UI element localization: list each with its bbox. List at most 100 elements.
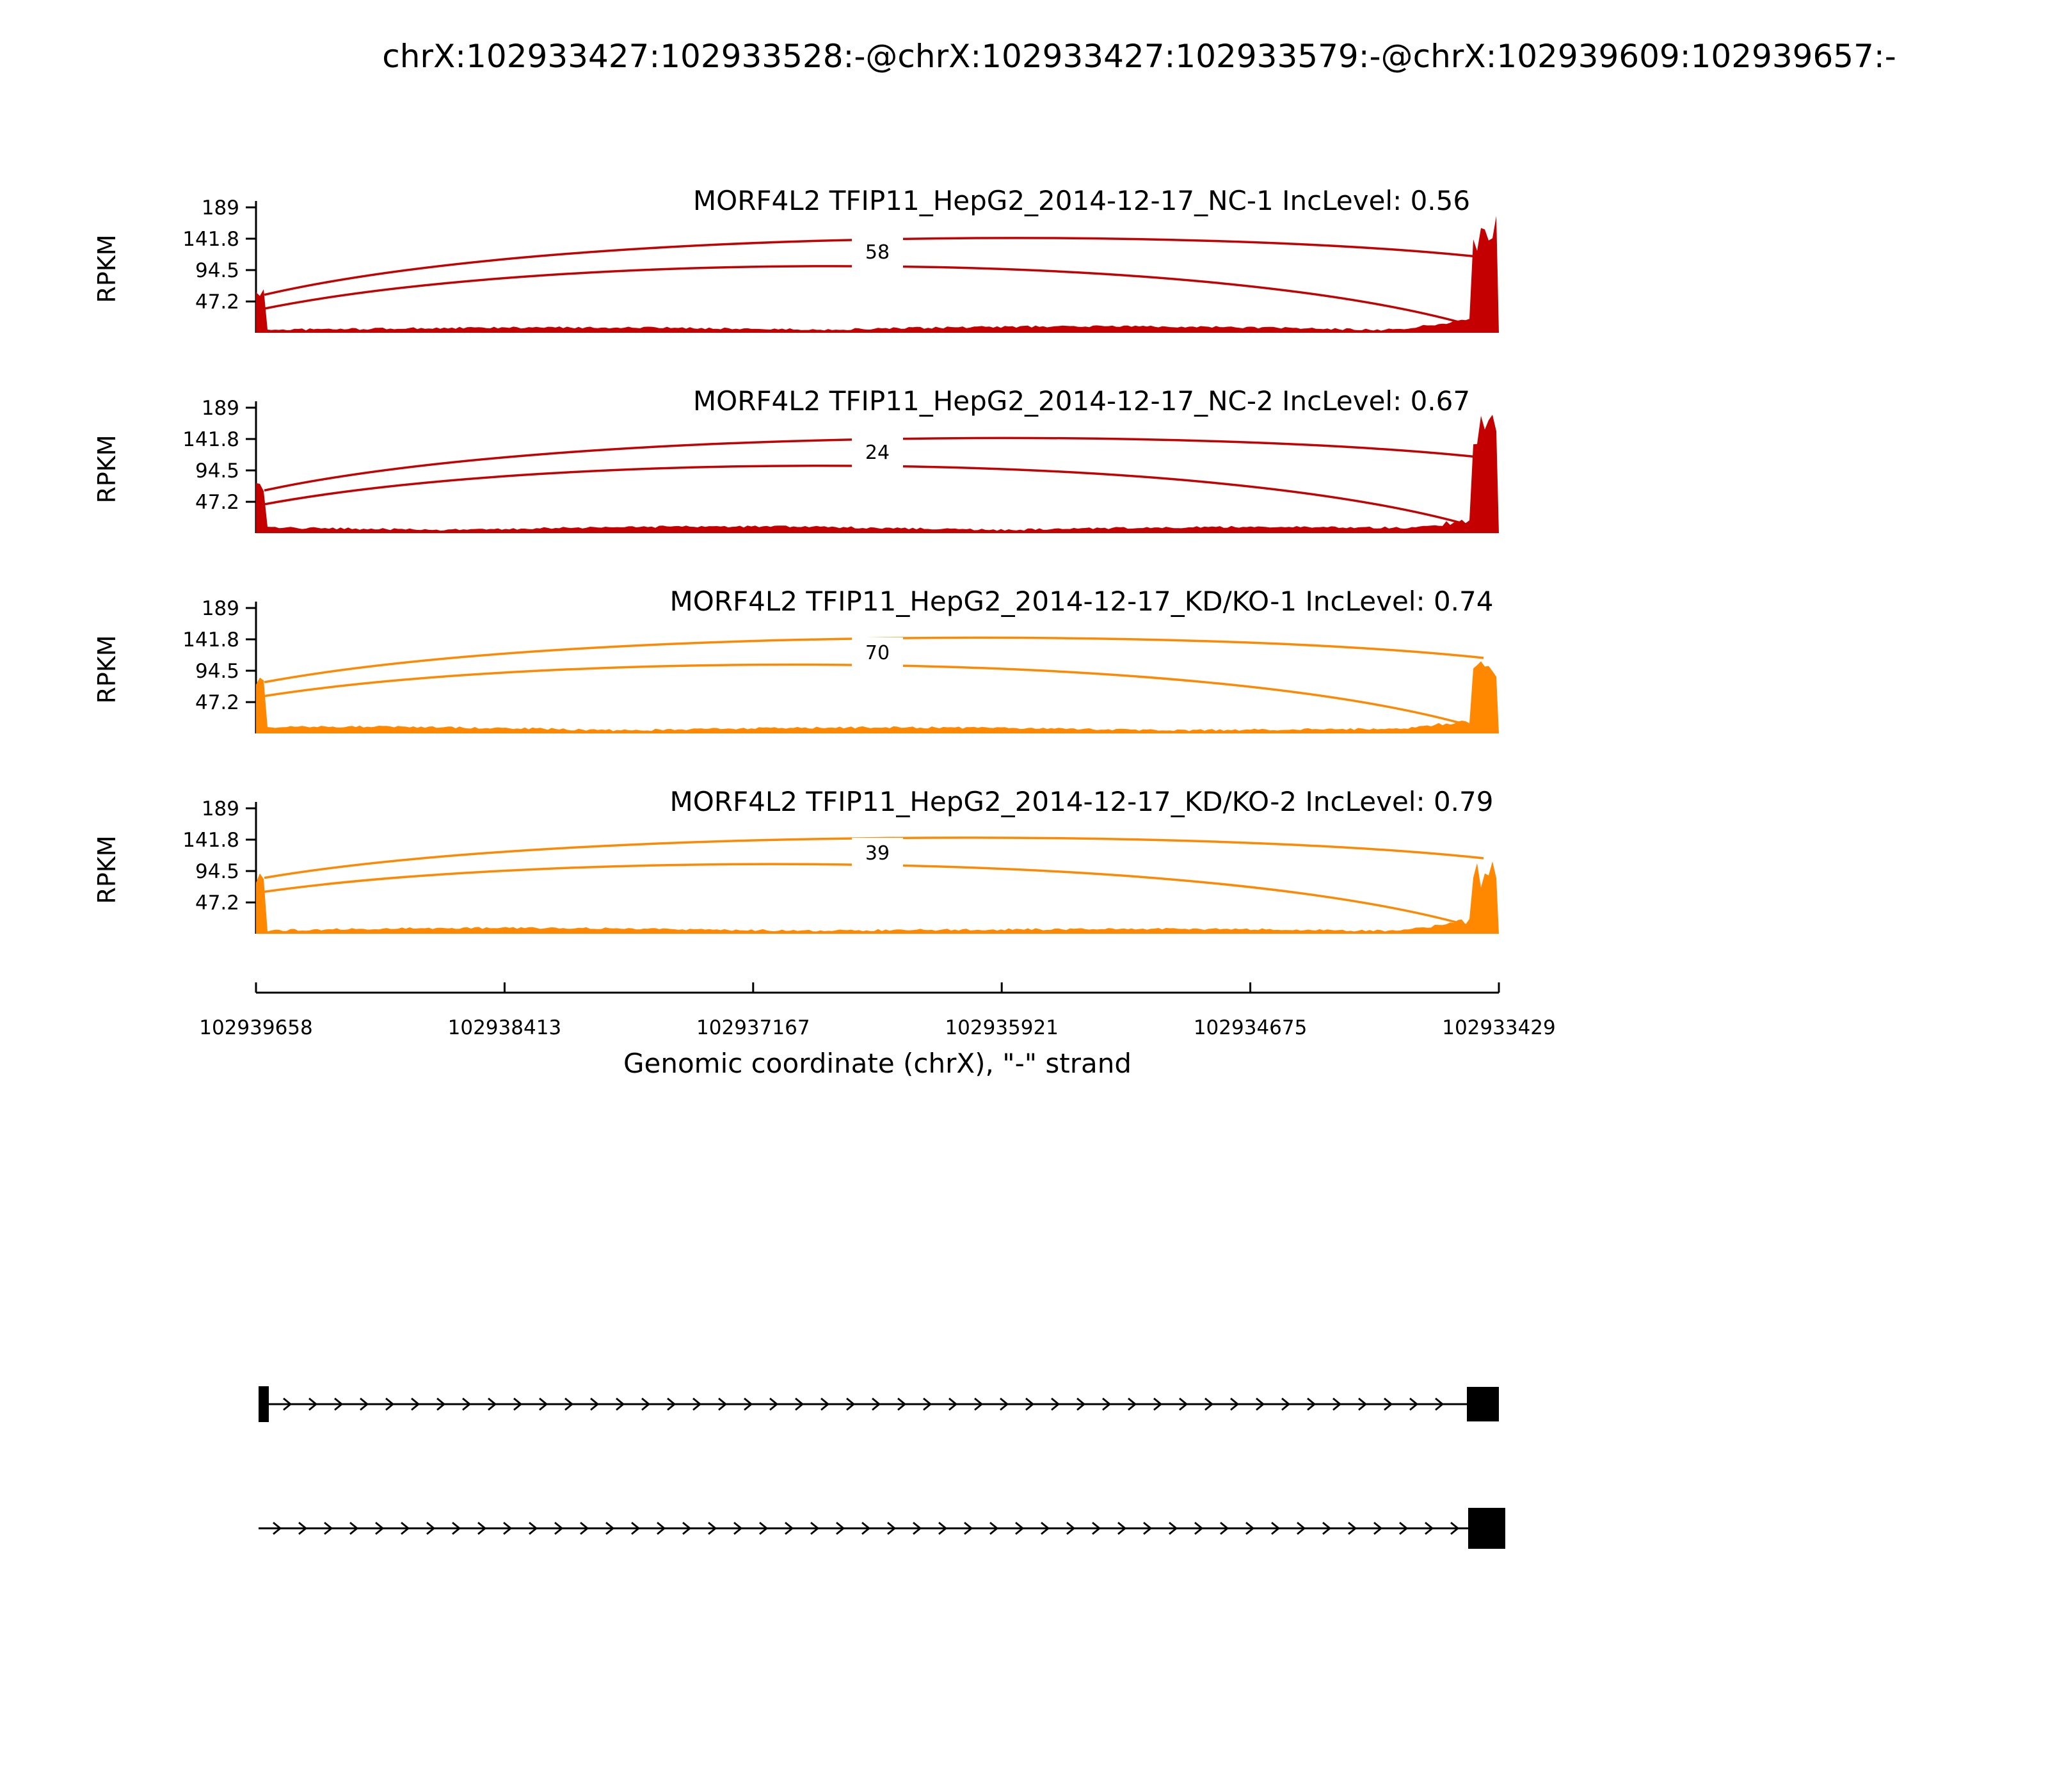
track-title: MORF4L2 TFIP11_HepG2_2014-12-17_KD/KO-1 … [670, 586, 1494, 617]
isoform-layer [259, 1386, 1505, 1549]
track-title: MORF4L2 TFIP11_HepG2_2014-12-17_KD/KO-2 … [670, 786, 1494, 817]
strand-arrow-icon [913, 1521, 922, 1535]
strand-arrow-icon [1358, 1397, 1368, 1411]
strand-arrow-icon [795, 1397, 804, 1411]
junction-count-box [852, 237, 903, 274]
strand-arrow-icon [605, 1521, 615, 1535]
strand-arrow-icon [631, 1521, 641, 1535]
strand-arrow-icon [1373, 1521, 1383, 1535]
y-axis-title: RPKM [93, 835, 121, 904]
tracks-layer: 189 141.8 94.5 47.2 RPKM MORF4L2 TFIP11_HepG2… [93, 185, 1499, 934]
strand-arrow-icon [641, 1397, 651, 1411]
plot-title: chrX:102933427:102933528:-@chrX:10293342… [382, 38, 1896, 75]
junction-count: 24 [865, 442, 890, 464]
y-tick-label: 94.5 [195, 259, 239, 282]
strand-arrow-icon [1348, 1521, 1357, 1535]
strand-arrow-icon [820, 1397, 830, 1411]
strand-arrow-icon [759, 1521, 769, 1535]
strand-arrow-icon [513, 1397, 523, 1411]
strand-arrow-icon [1143, 1521, 1153, 1535]
strand-arrow-icon [1102, 1397, 1112, 1411]
strand-arrow-icon [872, 1397, 881, 1411]
strand-arrow-icon [1281, 1397, 1291, 1411]
junction-count-box [852, 437, 903, 474]
y-tick-label: 189 [202, 196, 239, 220]
y-tick-label: 47.2 [195, 691, 239, 714]
y-tick-label: 141.8 [182, 628, 239, 652]
isoform [259, 1386, 1499, 1422]
junction-count: 39 [865, 842, 890, 865]
isoform [259, 1508, 1505, 1549]
strand-arrow-icon [1204, 1397, 1214, 1411]
y-axis-title: RPKM [93, 234, 121, 303]
strand-arrow-icon [1153, 1397, 1163, 1411]
junction-count: 70 [865, 642, 890, 664]
strand-arrow-icon [324, 1521, 333, 1535]
strand-arrow-icon [1220, 1521, 1229, 1535]
x-tick-label: 102939658 [199, 1016, 313, 1039]
strand-arrow-icon [452, 1521, 461, 1535]
coverage-area [256, 216, 1499, 333]
strand-arrow-icon [682, 1521, 692, 1535]
y-tick-label: 47.2 [195, 291, 239, 314]
strand-arrow-icon [1399, 1521, 1409, 1535]
strand-arrow-icon [401, 1521, 410, 1535]
strand-arrow-icon [667, 1397, 676, 1411]
y-tick-label: 141.8 [182, 829, 239, 852]
sashimi-track: 189 141.8 94.5 47.2 RPKM MORF4L2 TFIP11_HepG2… [93, 185, 1499, 333]
strand-arrow-icon [462, 1397, 472, 1411]
y-tick-label: 94.5 [195, 860, 239, 883]
strand-arrow-icon [1041, 1521, 1050, 1535]
strand-arrow-icon [964, 1521, 973, 1535]
strand-arrow-icon [948, 1397, 958, 1411]
strand-arrow-icon [718, 1397, 728, 1411]
strand-arrow-icon [1015, 1521, 1025, 1535]
strand-arrow-icon [1245, 1521, 1255, 1535]
strand-arrow-icon [861, 1521, 871, 1535]
strand-arrow-icon [1256, 1397, 1265, 1411]
junction-arc-lower [262, 265, 1466, 325]
x-axis-title: Genomic coordinate (chrX), "-" strand [623, 1048, 1132, 1079]
strand-arrow-icon [349, 1521, 359, 1535]
y-axis-title: RPKM [93, 635, 121, 703]
strand-arrow-icon [1000, 1397, 1009, 1411]
strand-arrow-icon [744, 1397, 753, 1411]
exon-left [259, 1386, 269, 1422]
strand-arrow-icon [477, 1521, 487, 1535]
y-tick-label: 189 [202, 397, 239, 420]
strand-arrow-icon [923, 1397, 932, 1411]
strand-arrow-icon [733, 1521, 743, 1535]
track-title: MORF4L2 TFIP11_HepG2_2014-12-17_NC-2 Inc… [693, 385, 1470, 417]
y-axis-title: RPKM [93, 435, 121, 503]
strand-arrow-icon [564, 1397, 574, 1411]
y-tick-label: 141.8 [182, 428, 239, 451]
x-tick-label: 102938413 [448, 1016, 562, 1039]
strand-arrow-icon [1076, 1397, 1086, 1411]
strand-arrow-icon [375, 1521, 385, 1535]
strand-arrow-icon [1435, 1397, 1444, 1411]
strand-arrow-icon [616, 1397, 625, 1411]
strand-arrow-icon [1322, 1521, 1332, 1535]
strand-arrow-icon [1297, 1521, 1306, 1535]
strand-arrow-icon [503, 1521, 513, 1535]
x-tick-label: 102933429 [1442, 1016, 1556, 1039]
sashimi-track: 189 141.8 94.5 47.2 RPKM MORF4L2 TFIP11_HepG2… [93, 786, 1499, 934]
strand-arrow-icon [989, 1521, 999, 1535]
strand-arrow-icon [334, 1397, 344, 1411]
strand-arrow-icon [1271, 1521, 1281, 1535]
strand-arrow-icon [1128, 1397, 1137, 1411]
y-tick-label: 47.2 [195, 892, 239, 915]
sashimi-track: 189 141.8 94.5 47.2 RPKM MORF4L2 TFIP11_HepG2… [93, 586, 1499, 733]
junction-count: 58 [865, 241, 890, 264]
strand-arrow-icon [836, 1521, 845, 1535]
exon-right [1467, 1387, 1499, 1421]
strand-arrow-icon [1409, 1397, 1419, 1411]
strand-arrow-icon [488, 1397, 497, 1411]
strand-arrow-icon [590, 1397, 600, 1411]
strand-arrow-icon [1092, 1521, 1101, 1535]
strand-arrow-icon [708, 1521, 717, 1535]
y-tick-label: 47.2 [195, 491, 239, 514]
y-tick-label: 189 [202, 597, 239, 620]
strand-arrow-icon [846, 1397, 856, 1411]
strand-arrow-icon [657, 1521, 666, 1535]
